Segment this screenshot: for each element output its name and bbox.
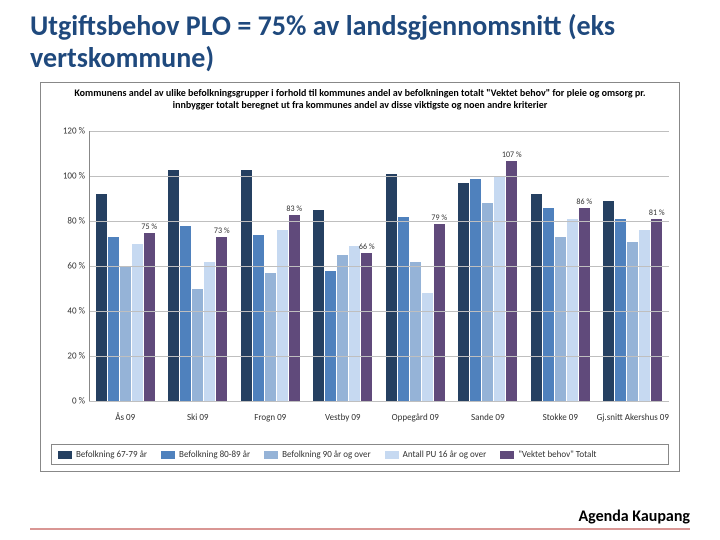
bar: 79 %	[434, 224, 445, 402]
legend-swatch	[500, 451, 514, 459]
y-tick-label: 100 %	[63, 171, 85, 182]
bar: 81 %	[651, 219, 662, 401]
gridline	[89, 176, 669, 177]
bar	[204, 262, 215, 402]
x-tick-label: Gj.snitt Akershus 09	[597, 410, 670, 423]
chart-title: Kommunens andel av ulike befolkningsgrup…	[41, 83, 679, 113]
bar-callout: 73 %	[214, 226, 230, 236]
bar	[349, 246, 360, 401]
bar	[241, 170, 252, 402]
bar	[410, 262, 421, 402]
gridline	[89, 266, 669, 267]
chart-container: Kommunens andel av ulike befolkningsgrup…	[40, 82, 680, 472]
bar	[603, 201, 614, 401]
gridline	[89, 131, 669, 132]
bar-callout: 66 %	[359, 242, 375, 252]
legend-label: "Vektet behov" Totalt	[518, 449, 596, 460]
legend: Befolkning 67-79 år Befolkning 80-89 år Be…	[51, 444, 669, 465]
y-tick-label: 120 %	[63, 126, 85, 137]
y-tick-label: 80 %	[67, 216, 85, 227]
bar	[96, 194, 107, 401]
x-tick-label: Stokke 09	[524, 410, 597, 423]
bar	[470, 179, 481, 402]
legend-item: Antall PU 16 år og over	[385, 449, 487, 460]
legend-label: Antall PU 16 år og over	[403, 449, 487, 460]
bar	[482, 203, 493, 401]
bar: 107 %	[506, 161, 517, 402]
x-tick-label: Vestby 09	[307, 410, 380, 423]
bar: 86 %	[579, 208, 590, 402]
bar	[337, 255, 348, 401]
x-tick-label: Sande 09	[452, 410, 525, 423]
legend-label: Befolkning 67-79 år	[76, 449, 147, 460]
bar	[555, 237, 566, 401]
bar: 83 %	[289, 215, 300, 402]
legend-swatch	[58, 451, 72, 459]
bar	[615, 219, 626, 401]
x-axis-labels: Ås 09Ski 09Frogn 09Vestby 09Oppegård 09S…	[89, 410, 669, 423]
bar	[458, 183, 469, 401]
bar	[277, 230, 288, 401]
bar	[325, 271, 336, 402]
legend-swatch	[264, 451, 278, 459]
footer-brand: Agenda Kaupang	[578, 507, 690, 526]
gridline	[89, 311, 669, 312]
y-tick-label: 40 %	[67, 306, 85, 317]
bar	[192, 289, 203, 402]
bar	[180, 226, 191, 402]
page-title: Utgiftsbehov PLO = 75% av landsgjennomsn…	[30, 10, 690, 74]
x-tick-label: Frogn 09	[234, 410, 307, 423]
bar	[531, 194, 542, 401]
bar-callout: 81 %	[649, 208, 665, 218]
x-tick-label: Oppegård 09	[379, 410, 452, 423]
bar	[168, 170, 179, 402]
slide: Utgiftsbehov PLO = 75% av landsgjennomsn…	[0, 0, 720, 540]
bar: 75 %	[144, 233, 155, 402]
bar	[494, 176, 505, 401]
y-tick-label: 20 %	[67, 351, 85, 362]
bar	[422, 293, 433, 401]
gridline	[89, 401, 669, 402]
bar	[313, 210, 324, 401]
bar	[639, 230, 650, 401]
y-tick-label: 0 %	[72, 396, 85, 407]
bar	[120, 266, 131, 401]
bar	[108, 237, 119, 401]
bar-callout: 107 %	[502, 150, 522, 160]
legend-item: "Vektet behov" Totalt	[500, 449, 596, 460]
footer-divider	[30, 528, 690, 530]
legend-item: Befolkning 90 år og over	[264, 449, 371, 460]
bar-callout: 86 %	[576, 197, 592, 207]
bar: 73 %	[216, 237, 227, 401]
gridline	[89, 221, 669, 222]
legend-item: Befolkning 67-79 år	[58, 449, 147, 460]
y-tick-label: 60 %	[67, 261, 85, 272]
bar	[386, 174, 397, 401]
bar-callout: 83 %	[286, 204, 302, 214]
legend-label: Befolkning 90 år og over	[282, 449, 371, 460]
bar: 66 %	[361, 253, 372, 402]
bar	[253, 235, 264, 402]
gridline	[89, 356, 669, 357]
bar-callout: 75 %	[141, 222, 157, 232]
bar	[567, 219, 578, 401]
bar	[132, 244, 143, 402]
bar	[265, 273, 276, 401]
legend-swatch	[385, 451, 399, 459]
legend-label: Befolkning 80-89 år	[179, 449, 250, 460]
bar	[398, 217, 409, 402]
x-tick-label: Ås 09	[89, 410, 162, 423]
x-tick-label: Ski 09	[162, 410, 235, 423]
plot-area: 75 %73 %83 %66 %79 %107 %86 %81 % 0 %20 …	[89, 131, 669, 401]
legend-item: Befolkning 80-89 år	[161, 449, 250, 460]
legend-swatch	[161, 451, 175, 459]
bar	[543, 208, 554, 402]
